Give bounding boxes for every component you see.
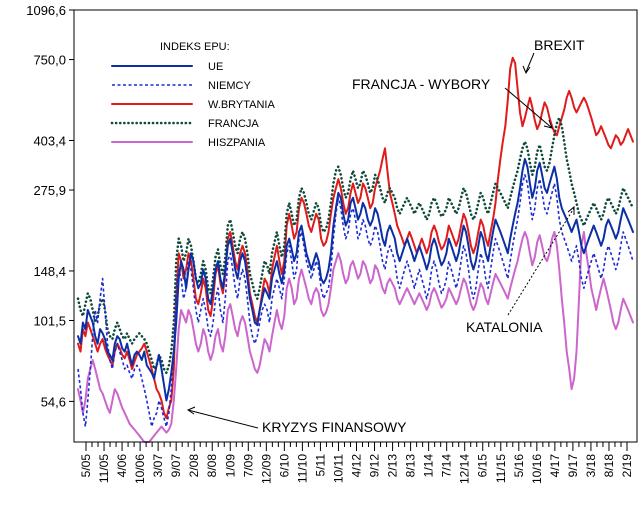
x-tick-label: 4/12 (350, 454, 364, 478)
x-tick-label: 5/05 (79, 454, 93, 478)
legend-label: W.BRYTANIA (208, 99, 275, 111)
y-axis: 54,6 101,5 148,4 275,9 403,4 750,0 1096,6 (26, 3, 74, 409)
x-tick-label: 9/17 (566, 454, 580, 478)
x-tick-label: 9/07 (169, 454, 183, 478)
x-tick-label: 7/14 (440, 454, 454, 478)
y-tick-label: 1096,6 (26, 3, 66, 18)
katalonia-arrow (507, 207, 575, 316)
series-line-niemcy (77, 174, 634, 428)
x-tick-label: 2/13 (386, 454, 400, 478)
francja-arrow (504, 87, 553, 129)
x-tick-label: 1/09 (223, 454, 237, 478)
legend-label: UE (208, 61, 223, 73)
x-tick-label: 8/18 (602, 454, 616, 478)
x-tick-label: 1/14 (422, 454, 436, 478)
series-layer (76, 56, 635, 443)
x-tick-label: 12/14 (458, 454, 472, 484)
brexit-arrow-head (522, 65, 531, 75)
x-tick-label: 8/08 (205, 454, 219, 478)
y-tick-label: 275,9 (33, 183, 66, 198)
annotation-katalonia: KATALONIA (466, 319, 543, 335)
x-tick-label: 4/17 (548, 454, 562, 478)
x-tick-label: 4/06 (115, 454, 129, 478)
legend-label: HISZPANIA (208, 137, 266, 149)
kryzys-arrow-head (186, 406, 196, 415)
x-tick-label: 6/10 (277, 454, 291, 478)
brexit-arrow (525, 52, 535, 73)
plot-frame (73, 9, 638, 443)
legend: INDEKS EPU: UE NIEMCY W.BRYTANIA FRANCJA HIS… (110, 41, 275, 149)
annotations: BREXIT FRANCJA - WYBORY KATALONIA KRYZYS… (186, 37, 585, 435)
x-tick-label: 9/12 (368, 454, 382, 478)
legend-label: FRANCJA (208, 118, 259, 130)
x-tick-label: 3/18 (584, 454, 598, 478)
y-tick-label: 101,5 (33, 314, 66, 329)
katalonia-arrow-head (567, 205, 575, 215)
x-tick-label: 7/09 (241, 454, 255, 478)
legend-label: NIEMCY (208, 80, 251, 92)
legend-title: INDEKS EPU: (160, 41, 230, 53)
x-tick-label: 8/13 (404, 454, 418, 478)
annotation-francja-wybory: FRANCJA - WYBORY (352, 76, 491, 92)
legend-items: UE NIEMCY W.BRYTANIA FRANCJA HISZPANIA (110, 61, 275, 149)
series-line-ue (77, 158, 634, 402)
x-tick-label: 11/05 (97, 454, 111, 483)
x-tick-label: 11/10 (295, 454, 309, 483)
x-tick-label: 2/08 (187, 454, 201, 478)
annotation-kryzys-finansowy: KRYZYS FINANSOWY (262, 419, 407, 435)
x-tick-label: 10/16 (530, 454, 544, 484)
x-axis: 5/05 11/05 4/06 10/06 3/07 9/07 2/08 8/08 1/09 7/… (79, 442, 634, 484)
series-line-francja (76, 116, 635, 375)
x-tick-label: 10/06 (133, 454, 147, 484)
x-tick-label: 3/07 (151, 454, 165, 478)
x-tick-label: 10/11 (332, 454, 346, 483)
y-tick-label: 54,6 (41, 394, 66, 409)
x-tick-label: 6/15 (476, 454, 490, 478)
francja-arrow-head (543, 119, 553, 129)
x-tick-label: 12/09 (259, 454, 273, 484)
x-tick-label: 11/15 (494, 454, 508, 483)
annotation-brexit: BREXIT (534, 37, 585, 53)
x-tick-label: 5/11 (313, 454, 327, 477)
y-tick-label: 403,4 (33, 133, 66, 148)
y-tick-label: 148,4 (33, 264, 66, 279)
x-tick-label: 5/16 (512, 454, 526, 478)
x-tick-label: 2/19 (620, 454, 634, 478)
kryzys-arrow (187, 409, 259, 429)
y-tick-label: 750,0 (33, 53, 66, 68)
series-line-hiszpania (77, 231, 634, 443)
